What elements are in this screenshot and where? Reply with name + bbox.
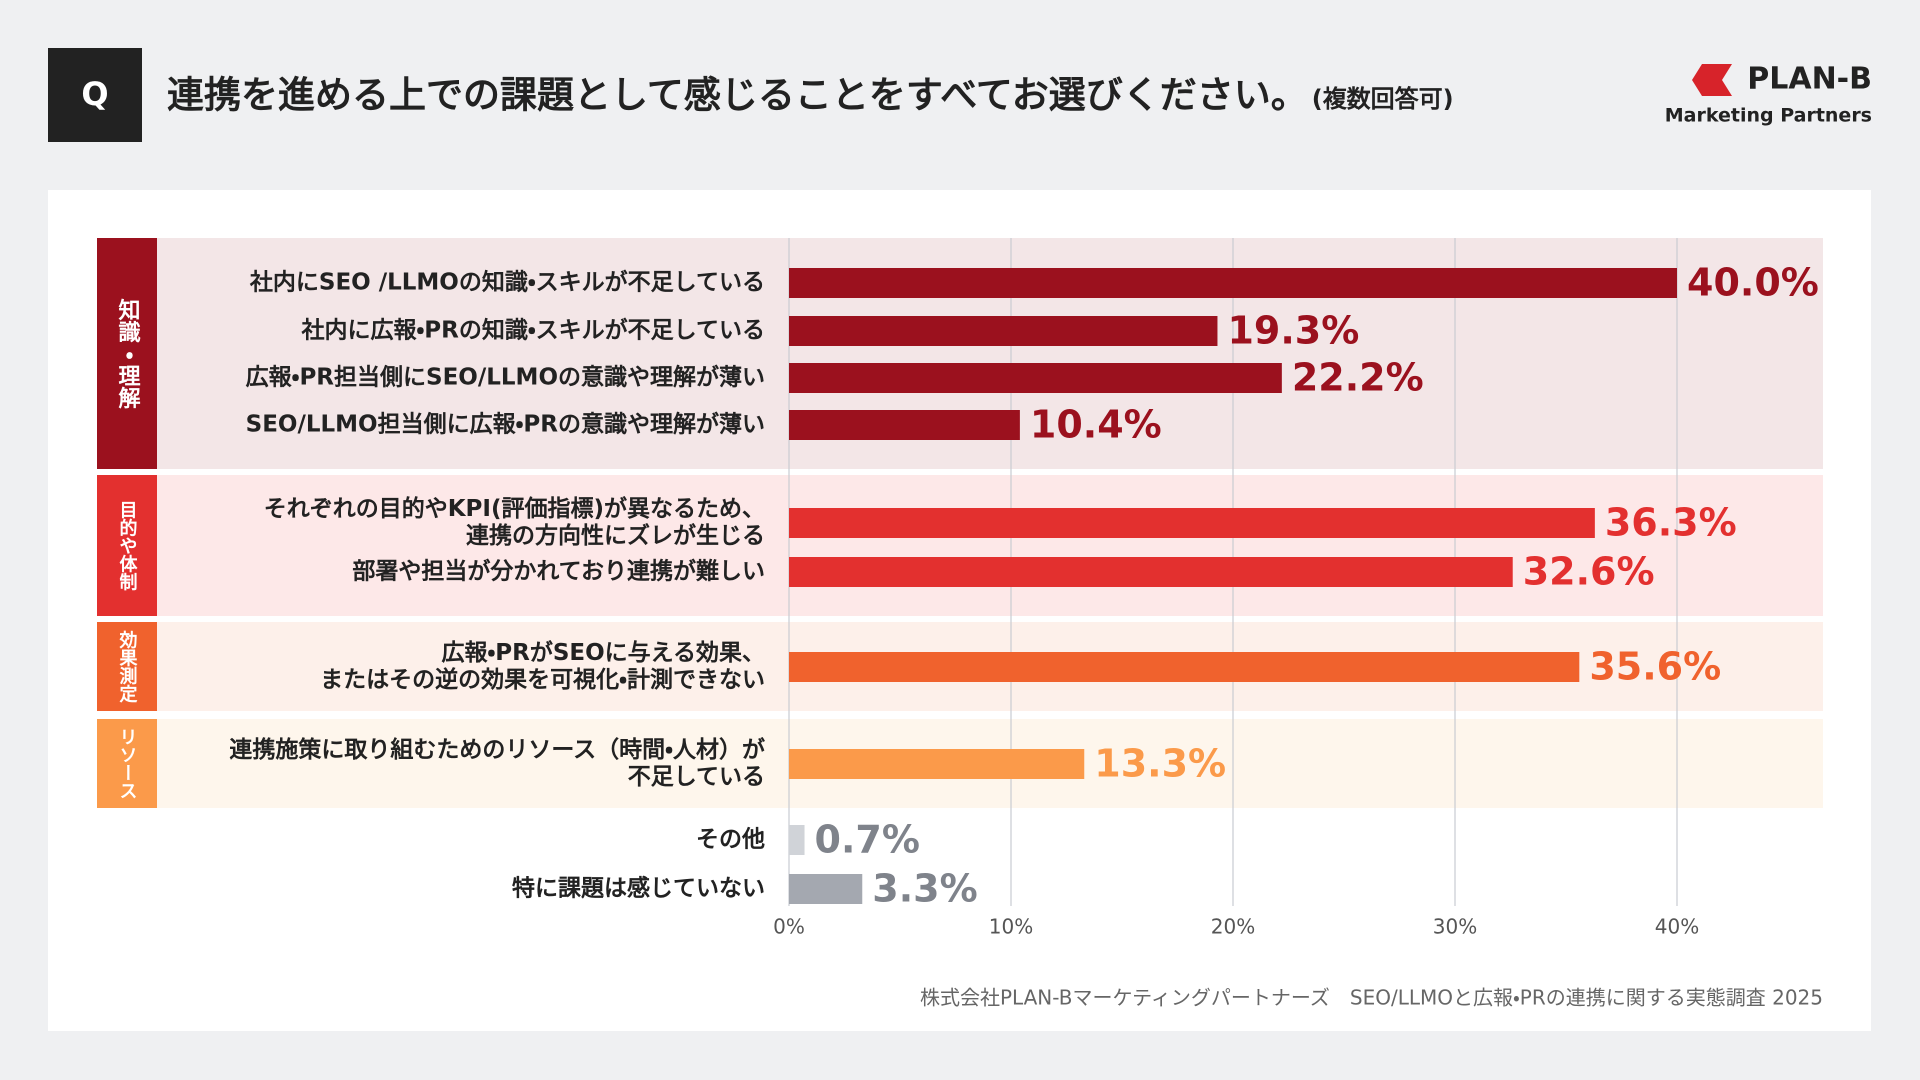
question-box: [48, 48, 142, 142]
brand-tagline: Marketing Partners: [1665, 105, 1872, 127]
category-label: それぞれの目的やKPI(評価指標)が異なるため、: [264, 495, 765, 522]
bar: [789, 410, 1020, 440]
group-label: 知識・理解: [115, 298, 141, 410]
category-label: 社内にSEO /LLMOの知識・スキルが不足している: [249, 269, 765, 296]
category-label: 広報・PR担当側にSEO/LLMOの意識や理解が薄い: [246, 364, 765, 391]
category-label: 不足している: [628, 764, 765, 790]
bar: [789, 874, 863, 904]
value-label: 10.4%: [1030, 403, 1162, 447]
group-strip: [97, 622, 157, 711]
chart-title: 連携を進める上での課題として感じることをすべてお選びください。: [167, 74, 1308, 117]
bar: [789, 316, 1218, 346]
bar: [789, 749, 1085, 779]
logo-icon: [1692, 64, 1732, 96]
category-label: 連携施策に取り組むためのリソース（時間・人材）が: [229, 736, 765, 763]
category-label: 特に課題は感じていない: [512, 875, 765, 902]
x-tick-label: 20%: [1211, 915, 1255, 939]
group-label: リソース: [117, 728, 138, 800]
value-label: 32.6%: [1523, 550, 1655, 594]
category-label: 部署や担当が分かれており連携が難しい: [352, 558, 765, 585]
bar: [789, 268, 1677, 298]
group-label: 目的や体制: [117, 501, 138, 592]
category-label: またはその逆の効果を可視化・計測できない: [320, 666, 765, 693]
brand-name: PLAN-B: [1747, 62, 1872, 97]
question-marker: Q: [81, 75, 108, 113]
bar: [789, 652, 1580, 682]
category-label: 広報・PRがSEOに与える効果、: [441, 639, 765, 666]
x-tick-label: 0%: [773, 915, 805, 939]
chart-subtitle: (複数回答可): [1312, 85, 1454, 113]
group-label: 効果測定: [117, 629, 139, 703]
x-tick-label: 30%: [1433, 915, 1477, 939]
category-label: その他: [696, 827, 765, 853]
value-label: 0.7%: [815, 818, 920, 862]
group-strip: [97, 719, 157, 808]
category-label: 連携の方向性にズレが生じる: [466, 522, 765, 549]
value-label: 22.2%: [1292, 356, 1424, 400]
x-tick-label: 40%: [1655, 915, 1699, 939]
group-strip: [97, 238, 157, 469]
value-label: 19.3%: [1227, 309, 1359, 353]
value-label: 40.0%: [1687, 261, 1819, 305]
group-strip: [97, 475, 157, 616]
category-label: SEO/LLMO担当側に広報・PRの意識や理解が薄い: [246, 411, 765, 438]
bar: [789, 825, 805, 855]
value-label: 35.6%: [1589, 645, 1721, 689]
group-band: [97, 475, 1823, 616]
source-note: 株式会社PLAN-Bマーケティングパートナーズ SEO/LLMOと広報・PRの連…: [920, 986, 1823, 1010]
category-label: 社内に広報・PRの知識・スキルが不足している: [300, 317, 765, 344]
value-label: 36.3%: [1605, 501, 1737, 545]
bar: [789, 508, 1595, 538]
bar: [789, 557, 1513, 587]
value-label: 3.3%: [872, 867, 977, 911]
bar: [789, 363, 1282, 393]
x-tick-label: 10%: [989, 915, 1033, 939]
value-label: 13.3%: [1094, 742, 1226, 786]
